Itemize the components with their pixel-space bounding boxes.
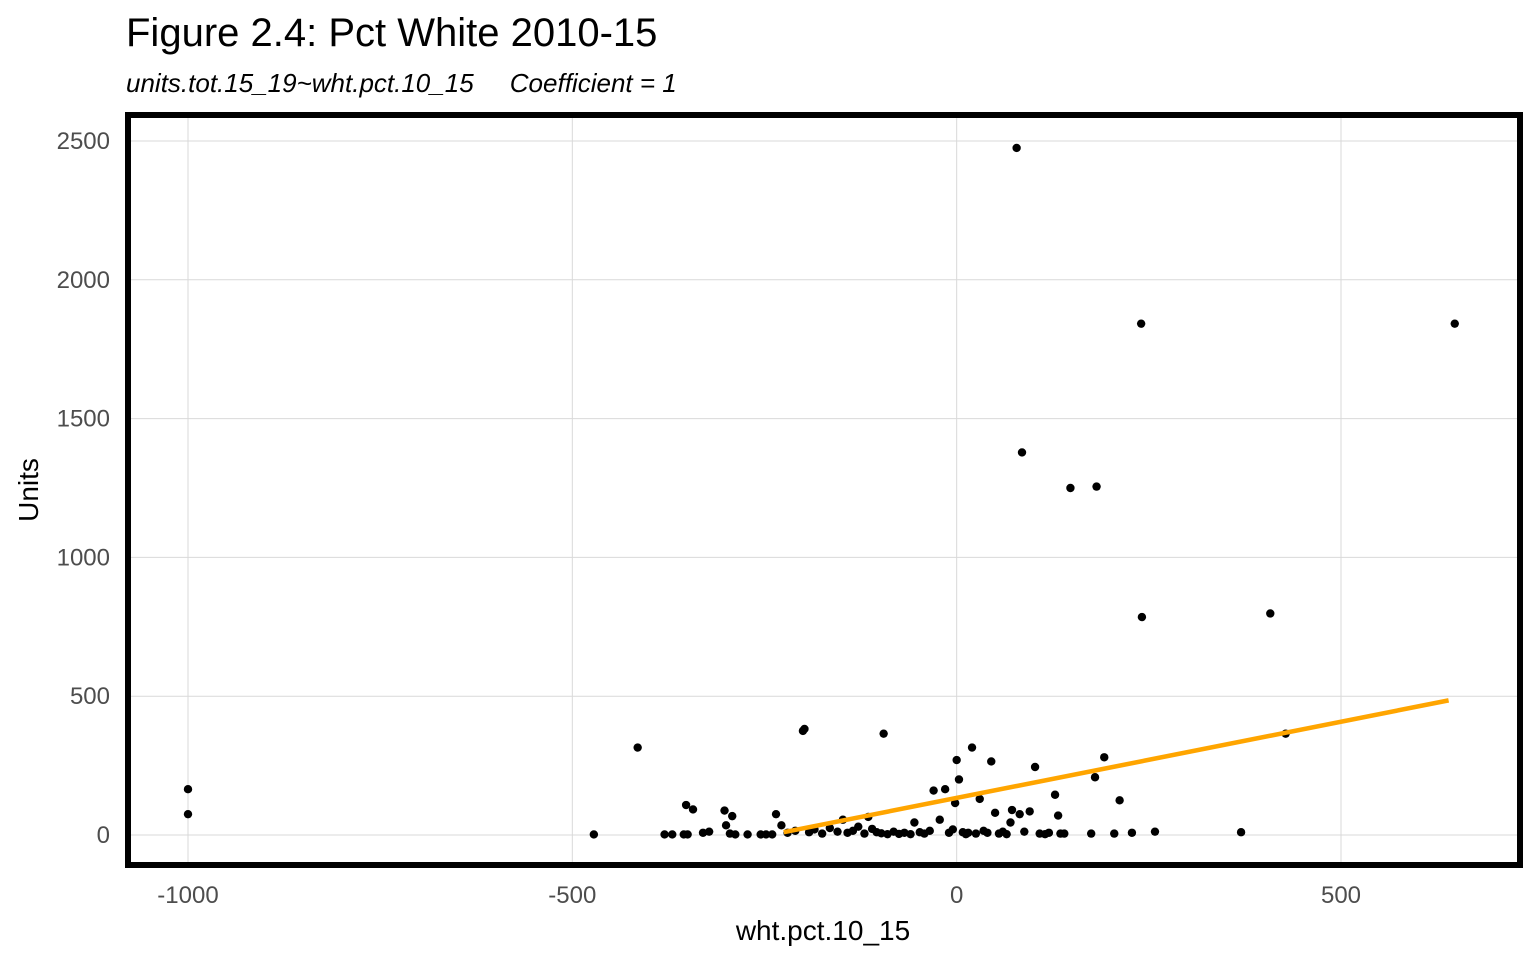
data-point <box>704 827 714 836</box>
data-point <box>940 784 950 794</box>
data-point <box>1050 790 1060 799</box>
y-tick-label: 500 <box>70 683 110 710</box>
data-point <box>1266 609 1275 618</box>
data-point <box>1137 612 1147 622</box>
subtitle-coefficient: Coefficient = 1 <box>509 68 677 98</box>
data-point <box>183 809 193 819</box>
data-point <box>743 830 752 839</box>
data-point <box>1450 319 1459 328</box>
y-tick-label: 1000 <box>57 544 110 571</box>
x-tick-label: -1000 <box>157 882 218 909</box>
data-point <box>1015 809 1024 819</box>
x-tick-label: 500 <box>1321 882 1361 909</box>
data-point <box>1086 829 1096 838</box>
data-point <box>1100 753 1109 762</box>
data-point <box>800 724 809 734</box>
data-point <box>767 830 777 839</box>
x-tick-label: -500 <box>548 882 596 909</box>
data-point <box>1150 827 1160 836</box>
data-point <box>761 830 771 839</box>
data-point <box>935 815 944 824</box>
chart-title: Figure 2.4: Pct White 2010-15 <box>126 11 658 55</box>
data-point <box>660 830 669 839</box>
data-point <box>1060 829 1069 838</box>
data-point <box>688 805 698 814</box>
y-axis-ticks: 0 500 1000 1500 2000 2500 <box>57 128 110 849</box>
y-tick-label: 0 <box>97 822 110 849</box>
data-point <box>1025 807 1034 816</box>
data-point <box>1002 829 1011 839</box>
data-point <box>721 821 731 830</box>
data-point <box>1044 828 1054 837</box>
data-point <box>1006 818 1015 827</box>
data-point <box>1066 483 1075 493</box>
data-point <box>1007 805 1017 815</box>
chart-subtitle: units.tot.15_19~wht.pct.10_15 Coefficien… <box>126 68 677 98</box>
data-point <box>987 757 996 766</box>
data-point <box>1092 482 1101 491</box>
data-point <box>879 729 888 738</box>
data-point <box>833 827 842 836</box>
data-point <box>983 828 992 837</box>
data-point <box>925 826 934 836</box>
data-point <box>860 829 869 838</box>
data-point <box>963 828 973 837</box>
data-point <box>929 786 938 795</box>
data-point <box>825 823 835 833</box>
data-point <box>183 784 193 794</box>
data-point <box>771 809 781 819</box>
gridlines <box>131 118 1517 862</box>
plot-frame <box>125 112 1523 868</box>
data-point <box>954 775 964 784</box>
data-point <box>1017 448 1027 457</box>
data-point <box>906 829 915 839</box>
y-tick-label: 2500 <box>57 128 110 155</box>
data-point <box>1030 762 1040 772</box>
x-axis-ticks: -1000 -500 0 500 <box>157 882 1361 909</box>
y-axis-label: Units <box>13 458 44 522</box>
data-point <box>683 830 692 839</box>
fit-line-group <box>783 698 1450 835</box>
data-point <box>1115 796 1124 805</box>
data-point <box>777 821 786 830</box>
data-point <box>948 825 958 834</box>
data-points <box>183 143 1459 839</box>
data-point <box>633 743 642 752</box>
subtitle-formula: units.tot.15_19~wht.pct.10_15 <box>126 68 474 98</box>
data-point <box>1090 773 1100 782</box>
data-point <box>952 755 961 765</box>
data-point <box>728 811 737 821</box>
data-point <box>1053 811 1063 820</box>
data-point <box>1127 828 1137 837</box>
data-point <box>950 798 960 808</box>
data-point <box>971 829 981 838</box>
data-point <box>720 806 729 815</box>
y-tick-label: 2000 <box>57 267 110 294</box>
data-point <box>877 829 886 838</box>
data-point <box>1236 828 1246 837</box>
data-point <box>854 822 863 831</box>
data-point <box>817 829 827 838</box>
x-axis-label: wht.pct.10_15 <box>735 915 910 946</box>
data-point <box>967 743 977 752</box>
data-point <box>990 808 1000 817</box>
data-point <box>1020 827 1029 836</box>
data-point <box>681 800 691 810</box>
data-point <box>589 830 599 839</box>
data-point <box>1110 829 1119 838</box>
data-point <box>1012 143 1021 153</box>
fit-line <box>783 698 1450 835</box>
data-point <box>975 794 984 804</box>
data-point <box>731 830 740 839</box>
data-point <box>668 830 677 839</box>
y-tick-label: 1500 <box>57 406 110 433</box>
x-tick-label: 0 <box>950 882 963 909</box>
data-point <box>910 818 919 827</box>
data-point <box>1136 319 1146 328</box>
